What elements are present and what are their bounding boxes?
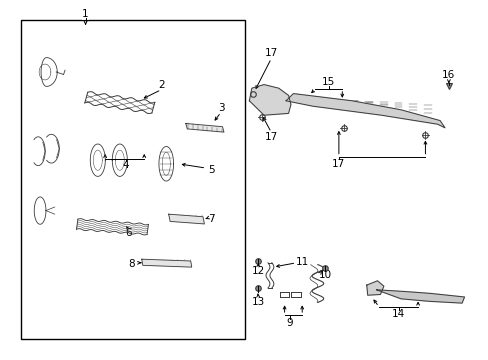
Polygon shape (249, 85, 290, 115)
Text: 4: 4 (122, 160, 129, 170)
Text: 5: 5 (207, 165, 214, 175)
Polygon shape (376, 290, 464, 303)
Text: 12: 12 (251, 266, 264, 276)
Text: 3: 3 (217, 103, 224, 113)
Polygon shape (168, 214, 204, 224)
Text: 14: 14 (391, 309, 405, 319)
Text: 7: 7 (207, 213, 214, 224)
Polygon shape (285, 94, 444, 128)
Polygon shape (366, 281, 383, 295)
Text: 9: 9 (286, 318, 293, 328)
Text: 10: 10 (318, 270, 331, 280)
Polygon shape (185, 123, 224, 132)
Text: 16: 16 (441, 69, 455, 80)
Text: 13: 13 (251, 297, 264, 307)
Polygon shape (142, 259, 191, 267)
Text: 17: 17 (331, 159, 345, 169)
Text: 6: 6 (124, 228, 131, 238)
Text: 17: 17 (264, 48, 278, 58)
Text: 2: 2 (158, 80, 164, 90)
Text: 17: 17 (264, 132, 278, 142)
Bar (20, 20, 244, 339)
Text: 1: 1 (82, 9, 89, 19)
Text: 8: 8 (128, 258, 135, 269)
Text: 15: 15 (321, 77, 335, 87)
Text: 11: 11 (295, 257, 308, 267)
